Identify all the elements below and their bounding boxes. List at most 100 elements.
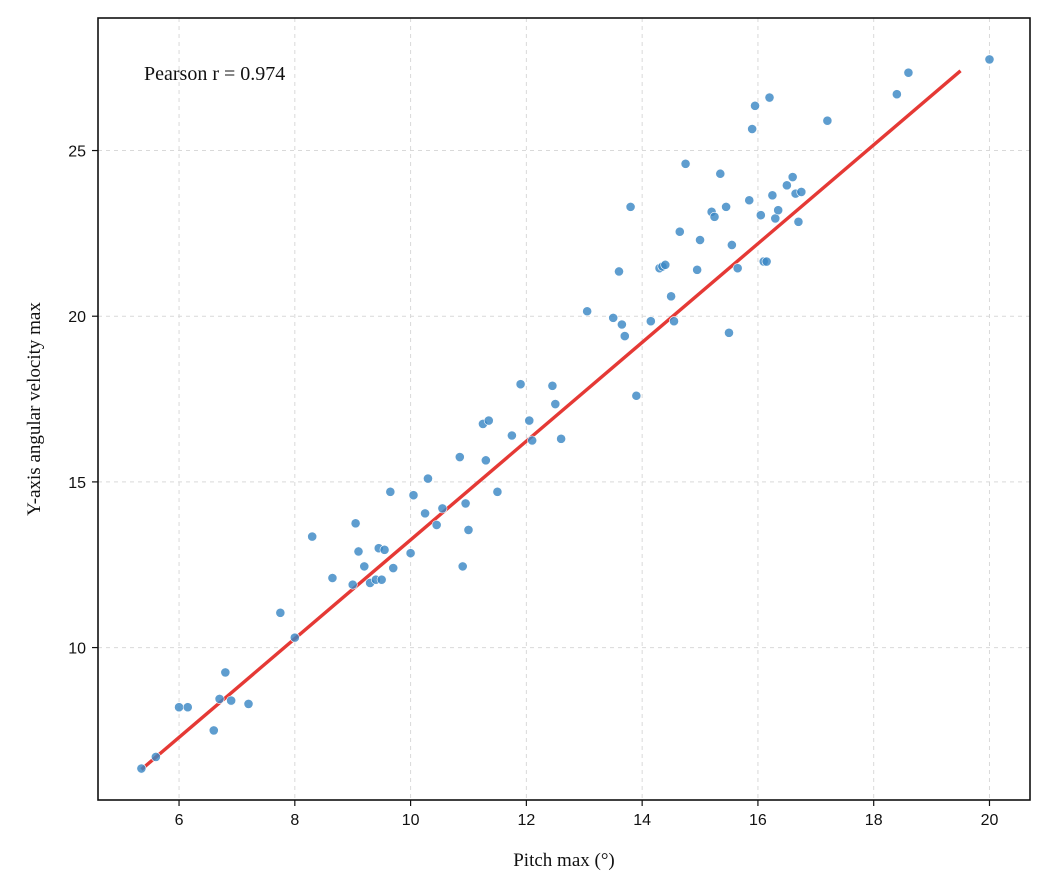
data-point <box>674 226 685 237</box>
data-point <box>761 256 772 267</box>
data-point <box>289 632 300 643</box>
fit-line-layer <box>140 69 962 771</box>
data-point <box>492 486 503 497</box>
data-point <box>327 573 338 583</box>
data-point <box>726 240 737 250</box>
data-point <box>226 695 237 706</box>
data-point <box>616 319 627 330</box>
data-point <box>463 525 474 535</box>
data-point <box>174 702 184 713</box>
data-point <box>524 415 535 426</box>
data-point <box>764 92 775 103</box>
x-tick-label: 6 <box>175 812 184 829</box>
data-point <box>660 259 671 270</box>
data-point <box>423 473 433 484</box>
x-tick-label: 8 <box>290 812 299 829</box>
data-point <box>773 205 784 216</box>
data-point <box>243 699 254 709</box>
data-point <box>750 100 760 111</box>
data-point <box>307 531 318 542</box>
pearson-annotation: Pearson r = 0.974 <box>144 63 285 85</box>
data-point <box>619 331 630 342</box>
data-point <box>582 306 593 317</box>
x-tick-label: 14 <box>633 812 651 829</box>
y-tick-label: 15 <box>68 475 86 492</box>
data-point <box>891 89 902 100</box>
data-point <box>420 508 430 519</box>
data-point <box>695 235 705 245</box>
data-point <box>724 327 734 338</box>
data-point <box>796 187 807 197</box>
data-point <box>822 115 833 126</box>
data-point <box>385 486 396 497</box>
data-point <box>437 503 448 514</box>
x-axis-title: Pitch max (°) <box>513 850 615 871</box>
data-point <box>645 316 656 327</box>
data-point <box>755 210 766 221</box>
data-point <box>275 607 286 618</box>
data-point <box>556 433 567 444</box>
grid <box>98 18 1030 800</box>
data-point <box>208 725 219 736</box>
y-tick-label: 10 <box>68 641 86 658</box>
y-axis-ticks: 10 15 20 25 <box>68 144 98 658</box>
data-point <box>770 213 781 224</box>
data-point <box>431 520 442 530</box>
data-point <box>527 435 538 446</box>
data-point <box>608 312 619 323</box>
data-point <box>376 574 387 585</box>
x-tick-label: 18 <box>865 812 883 829</box>
data-point <box>483 415 494 426</box>
data-point <box>136 763 147 774</box>
data-point <box>793 216 804 227</box>
data-point <box>787 172 798 182</box>
data-point <box>460 498 471 509</box>
data-point <box>350 518 361 529</box>
data-point <box>747 124 758 134</box>
data-point <box>984 54 995 65</box>
data-point <box>680 158 691 169</box>
data-point <box>454 452 465 462</box>
data-point <box>457 561 468 572</box>
data-points <box>136 54 995 774</box>
x-axis-ticks: 6 8 10 12 14 16 18 20 <box>175 800 999 829</box>
data-point <box>379 544 390 555</box>
data-point <box>614 266 624 277</box>
data-point <box>732 263 743 274</box>
data-point <box>515 379 526 390</box>
data-point <box>405 548 416 559</box>
data-point <box>182 702 193 713</box>
data-point <box>359 561 370 572</box>
y-tick-label: 25 <box>68 144 86 161</box>
data-point <box>903 67 914 78</box>
data-point <box>347 579 358 590</box>
data-point <box>709 211 720 222</box>
data-point <box>408 490 419 501</box>
data-point <box>480 455 491 466</box>
data-point <box>631 390 642 401</box>
data-point <box>781 180 792 191</box>
data-point <box>388 563 399 573</box>
data-point <box>507 430 517 441</box>
data-point <box>721 201 731 212</box>
x-tick-label: 10 <box>402 812 420 829</box>
data-point <box>715 168 726 179</box>
data-point <box>550 399 561 409</box>
y-tick-label: 20 <box>68 309 86 326</box>
data-point <box>214 694 225 704</box>
data-point <box>767 190 778 201</box>
data-point <box>547 380 558 391</box>
data-point <box>625 201 636 212</box>
x-tick-label: 16 <box>749 812 767 829</box>
data-point <box>150 752 161 762</box>
data-point <box>666 291 676 302</box>
plot-frame <box>97 17 1031 801</box>
y-axis-title: Y-axis angular velocity max <box>24 302 45 516</box>
data-point <box>220 667 231 678</box>
data-point <box>692 264 703 275</box>
x-tick-label: 20 <box>981 812 999 829</box>
data-point <box>353 546 364 557</box>
regression-line <box>140 69 962 771</box>
data-point <box>669 316 679 327</box>
